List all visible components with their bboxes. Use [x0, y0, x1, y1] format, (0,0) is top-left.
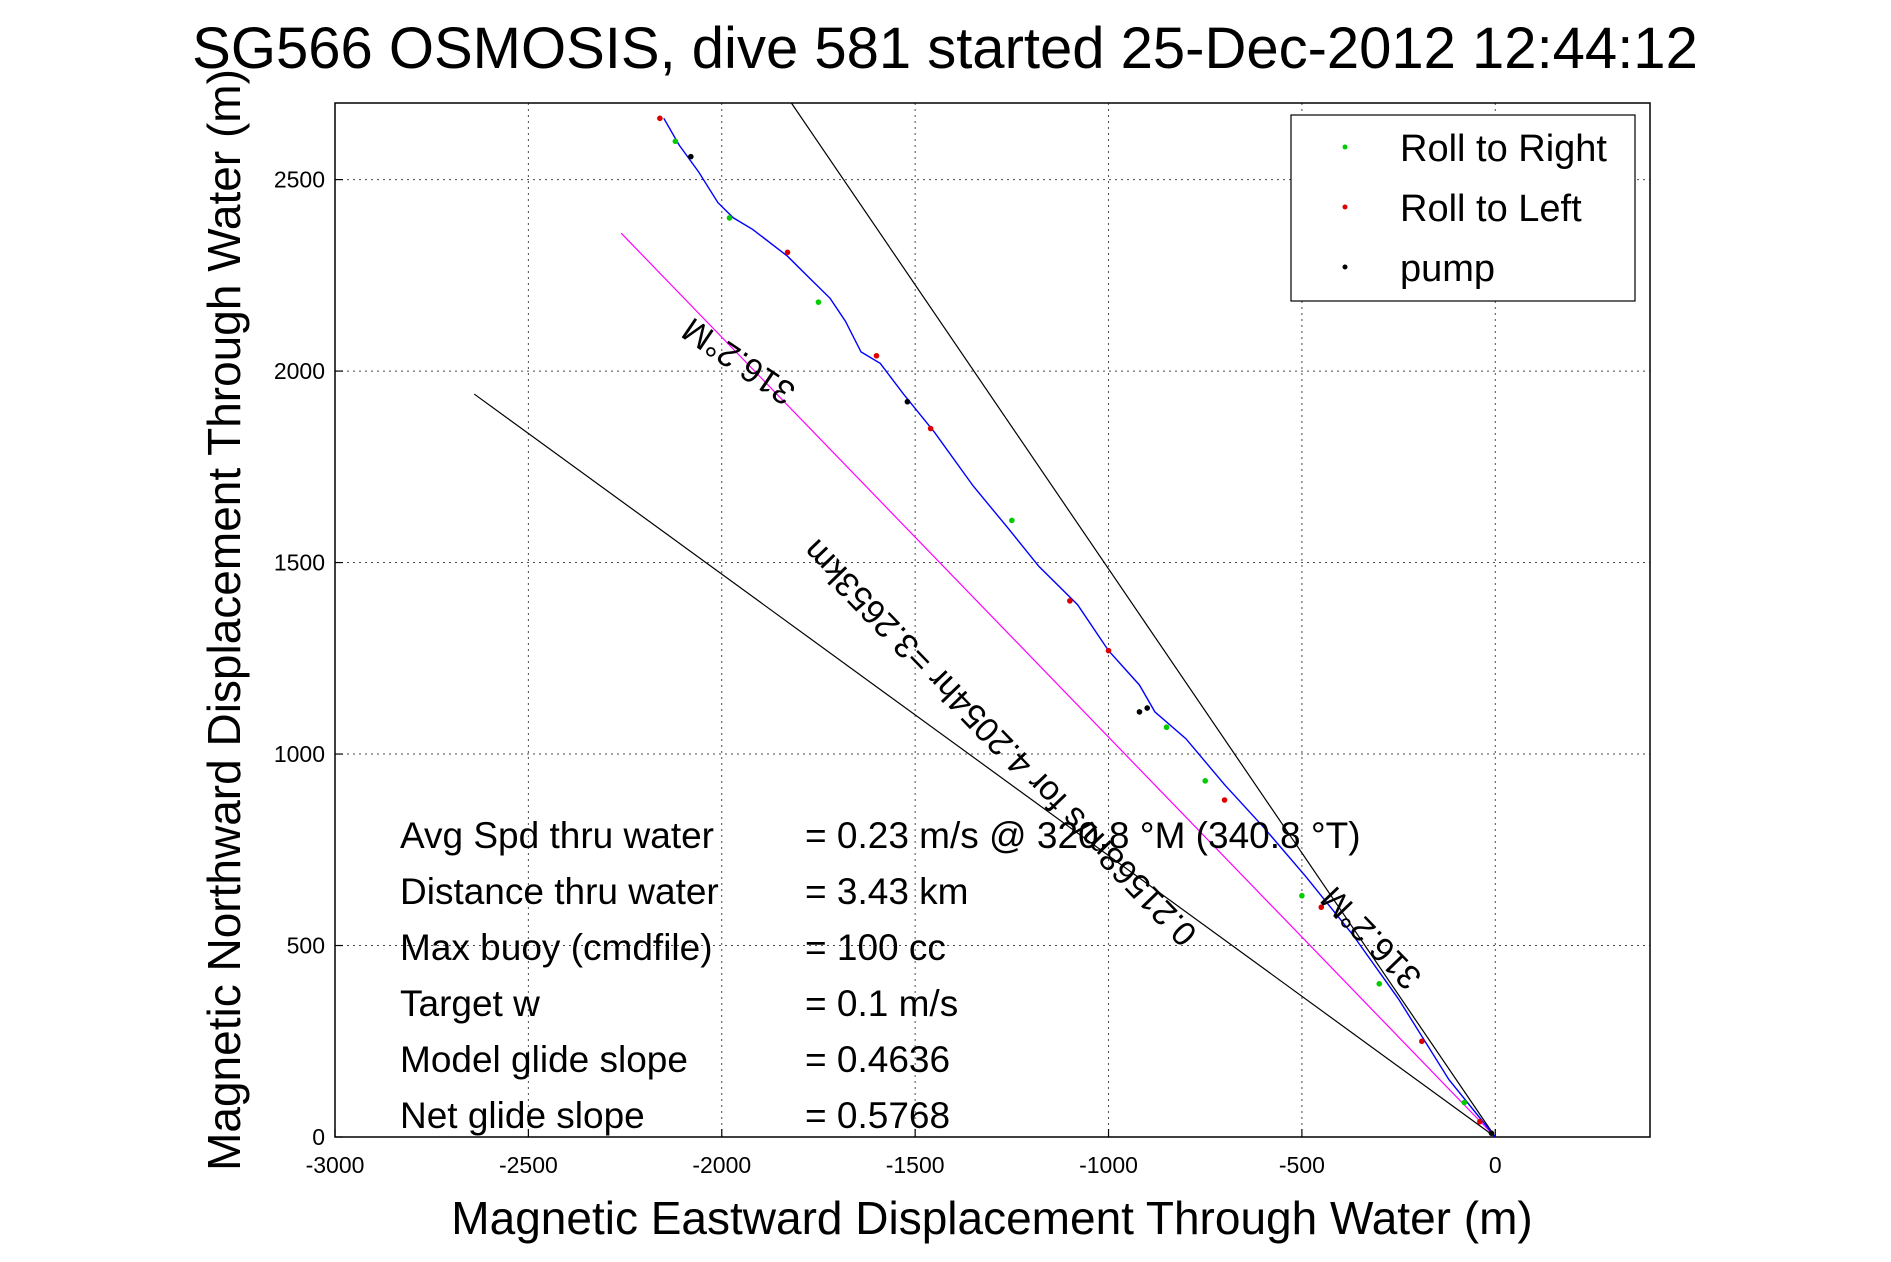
dive-track: [663, 117, 1496, 1138]
roll-left-marker: [927, 425, 934, 432]
x-axis-ticks: -3000 -2500 -2000 -1500 -1000 -500 0: [306, 1129, 1502, 1178]
chart-title: SG566 OSMOSIS, dive 581 started 25-Dec-2…: [192, 16, 1698, 81]
x-axis-label: Magnetic Eastward Displacement Through W…: [451, 1192, 1532, 1244]
x-tick-label: -2000: [692, 1152, 751, 1178]
stat-label: Distance thru water: [400, 871, 719, 912]
dive-stats: Avg Spd thru water = 0.23 m/s @ 320.8 °M …: [400, 815, 1361, 1136]
stat-label: Net glide slope: [400, 1095, 645, 1136]
pump-marker: [688, 153, 694, 160]
pump-marker: [904, 398, 911, 405]
stat-value: = 0.5768: [805, 1095, 950, 1136]
pump-marker: [1144, 705, 1151, 711]
reference-line: [473, 393, 1496, 1138]
y-tick-label: 1000: [274, 741, 325, 767]
roll-left-marker: [1105, 647, 1112, 654]
stat-value: = 0.23 m/s @ 320.8 °M (340.8 °T): [805, 815, 1361, 856]
roll-right-marker: [1299, 892, 1305, 899]
stat-value: = 3.43 km: [805, 871, 969, 912]
y-axis-ticks: 0 500 1000 1500 2000 2500: [274, 167, 343, 1150]
stat-label: Avg Spd thru water: [400, 815, 714, 856]
stat-value: = 100 cc: [805, 927, 946, 968]
roll-right-marker: [1376, 981, 1383, 987]
x-tick-label: -2500: [499, 1152, 558, 1178]
roll-left-marker: [873, 352, 880, 359]
roll-right-marker: [1202, 778, 1209, 784]
roll-left-marker: [1477, 1118, 1483, 1125]
stat-label: Target w: [400, 983, 540, 1024]
x-tick-label: -3000: [306, 1152, 365, 1178]
legend-marker: [1342, 144, 1348, 150]
legend-label: pump: [1400, 248, 1495, 290]
reference-line: [790, 102, 1496, 1138]
roll-left-marker: [1419, 1038, 1425, 1045]
roll-right-marker: [815, 299, 822, 305]
legend-marker: [1342, 204, 1348, 210]
y-tick-label: 2500: [274, 167, 325, 193]
x-tick-label: 0: [1489, 1152, 1502, 1178]
x-tick-label: -500: [1279, 1152, 1325, 1178]
roll-right-marker: [672, 138, 679, 145]
y-tick-label: 0: [312, 1124, 325, 1150]
legend-label: Roll to Right: [1400, 128, 1607, 170]
roll-left-marker: [1318, 904, 1325, 911]
roll-right-marker: [1009, 517, 1015, 524]
roll-left-marker: [657, 115, 663, 122]
legend-box: [1290, 114, 1636, 302]
roll-left-marker: [784, 249, 791, 256]
legend: Roll to Right Roll to Left pump: [1290, 114, 1636, 302]
x-tick-label: -1000: [1079, 1152, 1138, 1178]
track-markers: [657, 115, 1495, 1136]
roll-right-marker: [726, 215, 733, 221]
roll-left-marker: [1221, 797, 1228, 803]
roll-right-marker: [1163, 724, 1170, 731]
track-line: [663, 117, 1496, 1138]
pump-marker: [1488, 1130, 1495, 1136]
stat-label: Max buoy (cmdfile): [400, 927, 713, 968]
x-tick-label: -1500: [886, 1152, 945, 1178]
y-axis-label: Magnetic Northward Displacement Through …: [198, 69, 250, 1171]
legend-label: Roll to Left: [1400, 188, 1582, 230]
grid-lines: [334, 103, 1650, 1138]
roll-left-marker: [1067, 598, 1073, 604]
reference-line: [620, 232, 1496, 1138]
pump-marker: [1136, 709, 1143, 715]
stat-label: Model glide slope: [400, 1039, 688, 1080]
y-tick-label: 500: [287, 933, 325, 959]
stat-value: = 0.4636: [805, 1039, 950, 1080]
reference-lines: [473, 102, 1496, 1138]
legend-marker: [1342, 264, 1348, 270]
roll-right-marker: [1461, 1099, 1468, 1106]
y-tick-label: 2000: [274, 358, 325, 384]
y-tick-label: 1500: [274, 550, 325, 576]
stat-value: = 0.1 m/s: [805, 983, 958, 1024]
